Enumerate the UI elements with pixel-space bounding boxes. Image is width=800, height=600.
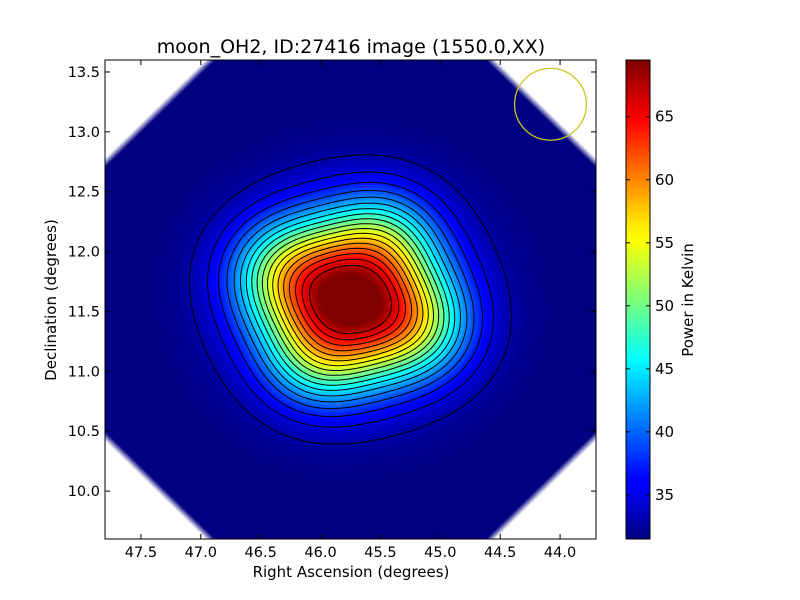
contour-line [218, 181, 483, 418]
x-tick-label: 46.5 [245, 545, 277, 561]
contour-line [267, 228, 434, 371]
y-tick-label: 10.5 [68, 424, 100, 440]
beam-circle [513, 67, 588, 141]
colorbar-tick-label: 55 [655, 234, 674, 252]
contour-line [283, 242, 418, 357]
contour-lines [189, 154, 513, 445]
chart-title: moon_OH2, ID:27416 image (1550.0,XX) [157, 36, 545, 58]
x-tick-label: 45.0 [424, 545, 456, 561]
y-tick-label: 13.5 [68, 65, 100, 81]
contour-line [277, 237, 424, 362]
x-axis-label: Right Ascension (degrees) [253, 563, 450, 581]
colorbar-tick-label: 40 [655, 423, 674, 441]
heatmap-image [105, 60, 596, 539]
contour-line [288, 247, 413, 352]
y-axis-label: Declination (degrees) [42, 219, 60, 381]
x-tick-label: 47.5 [125, 545, 157, 561]
contour-line [245, 208, 456, 391]
colorbar-tick-label: 35 [655, 486, 674, 504]
x-tick-label: 46.0 [304, 545, 336, 561]
x-tick-label: 44.5 [484, 545, 516, 561]
plot-frame [104, 59, 597, 540]
colorbar-label: Power in Kelvin [679, 243, 697, 357]
y-tick-label: 12.5 [68, 185, 100, 201]
colorbar: 35 40 45 50 55 60 65 Power in Kelvin [625, 59, 697, 540]
y-tick-label: 10.0 [68, 484, 100, 500]
colorbar-tick-label: 60 [655, 171, 674, 189]
colorbar-tick-label: 50 [655, 297, 674, 315]
contour-line [272, 232, 429, 367]
contour-line [189, 154, 513, 445]
y-tick-label: 12.0 [68, 245, 100, 261]
contour-line [261, 223, 440, 376]
contour-line [226, 189, 475, 410]
x-tick-label: 45.5 [364, 545, 396, 561]
contour-line [251, 213, 450, 386]
y-tick-label: 11.0 [68, 364, 100, 380]
colorbar-gradient [625, 59, 651, 540]
contour-line [207, 171, 494, 428]
contour-line [239, 202, 461, 397]
contour-line [256, 218, 445, 381]
x-tick-label: 47.0 [185, 545, 217, 561]
y-tick-label: 13.0 [68, 125, 100, 141]
x-axis-ticks: 47.5 47.0 46.5 46.0 45.5 45.0 44.5 44.0 [125, 60, 576, 561]
contour-line [309, 264, 392, 335]
plot-area: 47.5 47.0 46.5 46.0 45.5 45.0 44.5 44.0 10.010.… [68, 59, 597, 561]
x-tick-label: 44.0 [544, 545, 576, 561]
y-axis-ticks: 10.0 10.5 11.0 11.5 12.0 12.5 13.0 13.5 [68, 65, 596, 500]
contour-line [301, 258, 400, 341]
contour-line [295, 253, 406, 346]
y-tick-label: 11.5 [68, 304, 100, 320]
colorbar-tick-label: 45 [655, 360, 674, 378]
colorbar-ticks: 35 40 45 50 55 60 65 [626, 108, 674, 504]
contour-line [233, 196, 468, 403]
colorbar-tick-label: 65 [655, 108, 674, 126]
